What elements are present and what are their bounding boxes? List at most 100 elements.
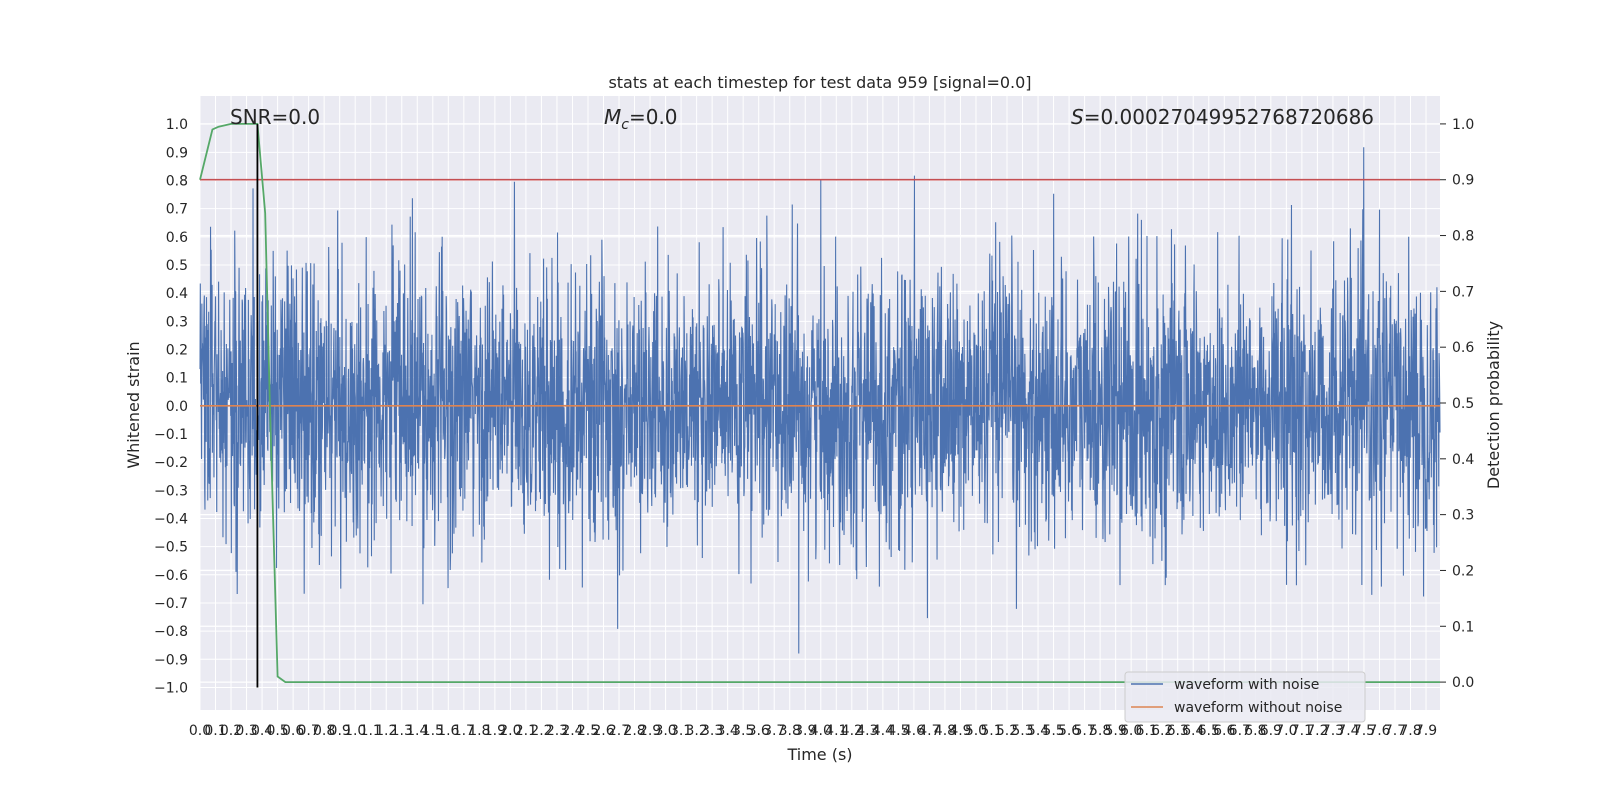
x-tick-59: 5.9 [1105,723,1127,739]
x-tick-22: 2.2 [530,723,552,739]
x-tick-25: 2.5 [577,723,599,739]
x-tick-16: 1.6 [437,723,459,739]
x-tick-9: 0.9 [329,723,351,739]
x-tick-31: 3.1 [670,723,692,739]
x-tick-21: 2.1 [515,723,537,739]
chirp-mass-value: =0.0 [629,105,678,129]
x-tick-39: 3.9 [794,723,816,739]
chirp-mass-symbol: M [604,105,621,129]
x-tick-10: 1.0 [344,723,366,739]
x-tick-32: 3.2 [685,723,707,739]
x-tick-57: 5.7 [1073,723,1095,739]
series-waveform-with-noise [199,147,1441,654]
y-tick-right-0: 1.0 [1452,117,1474,133]
x-tick-62: 6.2 [1151,723,1173,739]
x-tick-76: 7.6 [1368,723,1390,739]
x-ticks: 0.00.10.20.30.40.50.60.70.80.91.01.11.21… [189,723,1437,739]
y-tick-left-3: 0.7 [166,202,188,218]
x-tick-47: 4.7 [918,723,940,739]
x-tick-14: 1.4 [406,723,428,739]
y-tick-left-14: −0.4 [154,511,188,527]
y-tick-left-9: 0.1 [166,371,188,387]
x-tick-34: 3.4 [717,723,739,739]
y-tick-left-4: 0.6 [166,230,188,246]
x-tick-74: 7.4 [1337,723,1359,739]
y-tick-left-18: −0.8 [154,624,188,640]
x-tick-38: 3.8 [779,723,801,739]
x-tick-46: 4.6 [903,723,925,739]
x-tick-53: 5.3 [1011,723,1033,739]
x-tick-58: 5.8 [1089,723,1111,739]
y-axis-label-right: Detection probability [1484,321,1503,489]
detection-probability-line [199,123,1440,683]
y-tick-right-9: 0.1 [1452,619,1474,635]
y-tick-right-1: 0.9 [1452,173,1474,189]
x-axis-label: Time (s) [786,745,852,764]
x-tick-35: 3.5 [732,723,754,739]
s-value: =0.00027049952768720686 [1084,105,1374,129]
x-tick-48: 4.8 [934,723,956,739]
x-tick-78: 7.8 [1399,723,1421,739]
y-tick-right-7: 0.3 [1452,508,1474,524]
y-tick-left-15: −0.5 [154,540,188,556]
y-tick-left-17: −0.7 [154,596,188,612]
x-tick-45: 4.5 [887,723,909,739]
x-tick-17: 1.7 [453,723,475,739]
x-tick-13: 1.3 [391,723,413,739]
x-tick-72: 7.2 [1306,723,1328,739]
y-tick-right-2: 0.8 [1452,229,1474,245]
y-tick-right-10: 0.0 [1452,675,1474,691]
x-tick-56: 5.6 [1058,723,1080,739]
y-tick-right-6: 0.4 [1452,452,1474,468]
y-tick-right-5: 0.5 [1452,396,1474,412]
x-tick-51: 5.1 [980,723,1002,739]
x-tick-26: 2.6 [592,723,614,739]
legend-label-no-noise: waveform without noise [1174,700,1342,716]
x-tick-67: 6.7 [1229,723,1251,739]
x-tick-40: 4.0 [810,723,832,739]
y-tick-right-8: 0.2 [1452,563,1474,579]
x-tick-70: 7.0 [1275,723,1297,739]
x-tick-41: 4.1 [825,723,847,739]
x-tick-24: 2.4 [561,723,583,739]
x-tick-55: 5.5 [1042,723,1064,739]
x-tick-68: 6.8 [1244,723,1266,739]
y-tick-left-19: −0.9 [154,652,188,668]
x-tick-71: 7.1 [1291,723,1313,739]
x-tick-75: 7.5 [1353,723,1375,739]
x-tick-18: 1.8 [468,723,490,739]
x-tick-15: 1.5 [422,723,444,739]
x-tick-23: 2.3 [546,723,568,739]
x-tick-5: 0.5 [266,723,288,739]
x-tick-49: 4.9 [949,723,971,739]
y-tick-left-0: 1.0 [166,117,188,133]
chart-title: stats at each timestep for test data 959… [608,73,1031,92]
x-tick-33: 3.3 [701,723,723,739]
legend-box [1124,671,1366,723]
y-tick-left-16: −0.6 [154,568,188,584]
y-tick-left-13: −0.3 [154,483,188,499]
x-tick-29: 2.9 [639,723,661,739]
x-tick-3: 0.3 [235,723,257,739]
x-tick-65: 6.5 [1198,723,1220,739]
x-tick-4: 0.4 [251,723,273,739]
x-tick-50: 5.0 [965,723,987,739]
x-tick-69: 6.9 [1260,723,1282,739]
y-tick-left-7: 0.3 [166,314,188,330]
x-tick-27: 2.7 [608,723,630,739]
y-tick-left-12: −0.2 [154,455,188,471]
y-tick-left-6: 0.4 [166,286,188,302]
x-tick-12: 1.2 [375,723,397,739]
legend: waveform with noise waveform without noi… [1124,671,1366,723]
x-tick-28: 2.8 [623,723,645,739]
x-tick-20: 2.0 [499,723,521,739]
chirp-mass-subscript: c [621,117,629,133]
snr-annotation: SNR=0.0 [230,105,320,129]
x-tick-1: 0.1 [204,723,226,739]
x-tick-60: 6.0 [1120,723,1142,739]
s-symbol: S [1071,105,1084,129]
x-tick-37: 3.7 [763,723,785,739]
x-tick-52: 5.2 [996,723,1018,739]
y-tick-right-3: 0.7 [1452,284,1474,300]
